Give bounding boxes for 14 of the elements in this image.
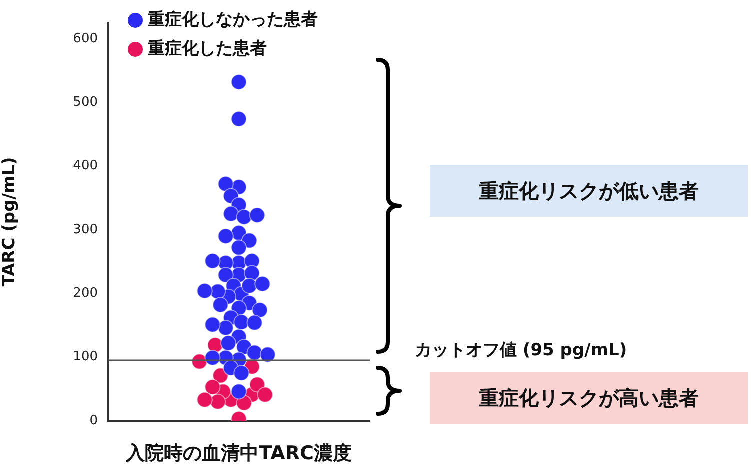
y-tick-label: 200 xyxy=(73,286,98,302)
y-tick-label: 400 xyxy=(73,158,98,174)
x-axis-title: 入院時の血清中TARC濃度 xyxy=(125,442,352,465)
y-tick-label: 600 xyxy=(73,31,98,46)
y-tick-label: 300 xyxy=(73,222,98,238)
y-tick-label: 500 xyxy=(73,94,98,110)
ref-line-label: カットオフ値 (95 pg/mL) xyxy=(415,340,628,360)
y-axis-title: TARC (pg/mL) xyxy=(0,157,20,287)
legend-label: 重症化した患者 xyxy=(148,38,267,61)
text: 重症化リスクが低い患者 xyxy=(430,165,748,217)
legend-label: 重症化しなかった患者 xyxy=(148,9,318,32)
y-tick-label: 0 xyxy=(90,413,98,428)
y-tick-label: 100 xyxy=(73,350,98,365)
text: 重症化リスクが高い患者 xyxy=(430,372,748,424)
